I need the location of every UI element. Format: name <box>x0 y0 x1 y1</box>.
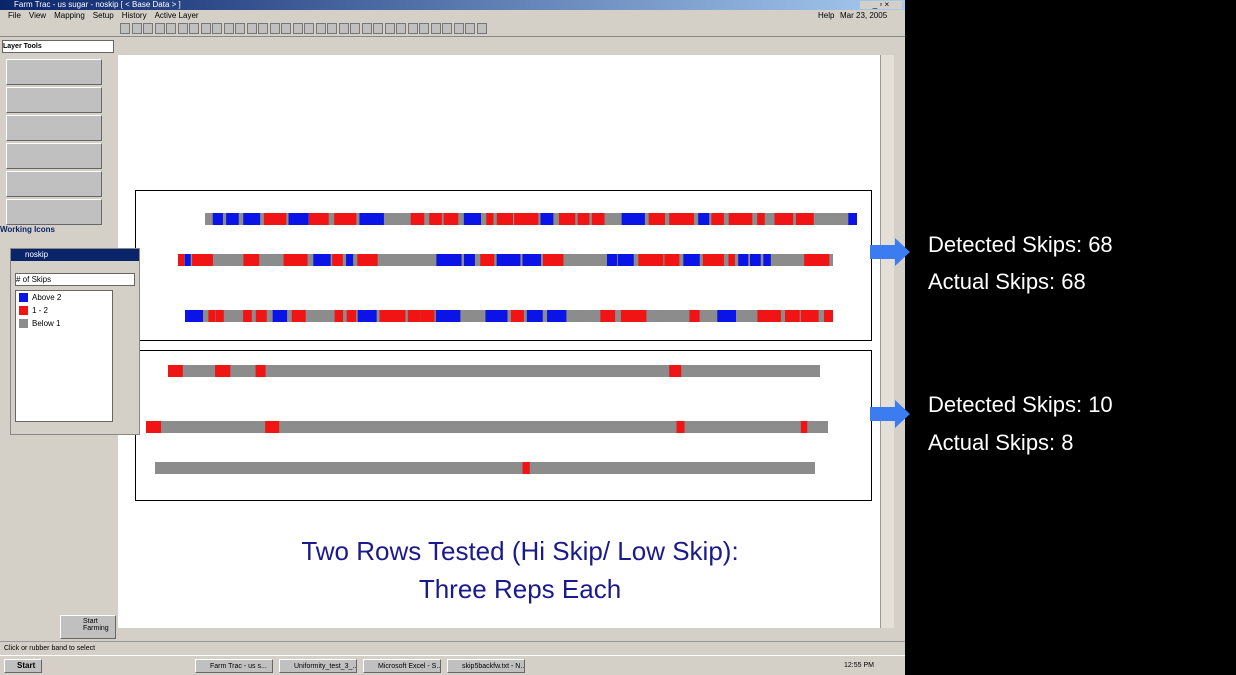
actual-skips: Actual Skips: 68 <box>928 269 1086 295</box>
layer-slot[interactable] <box>6 59 102 85</box>
tool-button[interactable] <box>189 23 199 34</box>
hi-skip-box <box>135 190 872 341</box>
tool-button[interactable] <box>419 23 429 34</box>
menu-item[interactable]: File <box>8 11 21 20</box>
field-dropdown[interactable]: # of Skips <box>15 273 135 286</box>
legend-swatch <box>19 293 28 302</box>
tool-button[interactable] <box>132 23 142 34</box>
legend-item: Below 1 <box>16 317 112 330</box>
tool-button[interactable] <box>454 23 464 34</box>
screen: Farm Trac - us sugar - noskip [ < Base D… <box>0 0 1236 675</box>
tool-button[interactable] <box>212 23 222 34</box>
menu-item[interactable]: Mapping <box>54 11 85 20</box>
working-icons-label: Working Icons <box>0 225 118 235</box>
layer-tools-label: Layer Tools <box>3 43 42 50</box>
menu-item[interactable]: History <box>122 11 147 20</box>
taskbar: Start 12:55 PM Farm Trac - us s... Unifor… <box>0 655 905 675</box>
tool-button[interactable] <box>350 23 360 34</box>
legend-swatch <box>19 306 28 315</box>
menu-bar: File View Mapping Setup History Active Layer <box>0 10 905 21</box>
tool-button[interactable] <box>465 23 475 34</box>
caption-line: Three Reps Each <box>270 574 770 605</box>
tool-button[interactable] <box>166 23 176 34</box>
caption-line: Two Rows Tested (Hi Skip/ Low Skip): <box>270 536 770 567</box>
tool-button[interactable] <box>408 23 418 34</box>
status-text: Click or rubber band to select <box>4 645 95 652</box>
tool-button[interactable] <box>258 23 268 34</box>
low-skip-box <box>135 350 872 501</box>
tool-button[interactable] <box>120 23 130 34</box>
clock: 12:55 PM <box>844 659 874 673</box>
tool-button[interactable] <box>327 23 337 34</box>
tool-button[interactable] <box>385 23 395 34</box>
layer-slot[interactable] <box>6 199 102 225</box>
menu-item[interactable]: Active Layer <box>155 11 199 20</box>
status-bar: Click or rubber band to select <box>0 641 905 654</box>
tool-button[interactable] <box>362 23 372 34</box>
layer-slot[interactable] <box>6 143 102 169</box>
legend-item: 1 - 2 <box>16 304 112 317</box>
tool-button[interactable] <box>396 23 406 34</box>
tool-button[interactable] <box>316 23 326 34</box>
tool-button[interactable] <box>201 23 211 34</box>
menu-item[interactable]: View <box>29 11 46 20</box>
legend-label: Below 1 <box>32 317 60 330</box>
tool-button[interactable] <box>155 23 165 34</box>
vertical-scrollbar[interactable] <box>880 55 894 628</box>
layer-tools-dropdown[interactable]: Layer Tools <box>2 40 114 53</box>
tool-button[interactable] <box>304 23 314 34</box>
menu-item[interactable]: Setup <box>93 11 114 20</box>
detected-skips: Detected Skips: 10 <box>928 392 1113 418</box>
task-button[interactable]: Uniformity_test_3_... <box>279 659 357 673</box>
start-farming-button[interactable]: Start Farming <box>60 615 116 639</box>
task-button[interactable]: Farm Trac - us s... <box>195 659 273 673</box>
layer-slot[interactable] <box>6 87 102 113</box>
window-title: Farm Trac - us sugar - noskip [ < Base D… <box>14 0 181 9</box>
tool-button[interactable] <box>339 23 349 34</box>
tool-button[interactable] <box>235 23 245 34</box>
task-button[interactable]: skip5backfw.txt - N... <box>447 659 525 673</box>
tool-button[interactable] <box>143 23 153 34</box>
legend-label: Above 2 <box>32 291 61 304</box>
tool-button[interactable] <box>442 23 452 34</box>
task-button[interactable]: Microsoft Excel - S... <box>363 659 441 673</box>
tool-button[interactable] <box>247 23 257 34</box>
tool-button[interactable] <box>281 23 291 34</box>
detected-skips: Detected Skips: 68 <box>928 232 1113 258</box>
toolbar <box>0 22 905 37</box>
help-menu[interactable]: Help <box>818 10 834 21</box>
legend-label: 1 - 2 <box>32 304 48 317</box>
window-controls[interactable]: _ ▫ × <box>860 1 902 9</box>
tool-button[interactable] <box>477 23 487 34</box>
actual-skips: Actual Skips: 8 <box>928 430 1074 456</box>
start-button[interactable]: Start <box>4 659 42 673</box>
date: Mar 23, 2005 <box>840 10 887 21</box>
tool-button[interactable] <box>293 23 303 34</box>
legend-swatch <box>19 319 28 328</box>
tool-button[interactable] <box>431 23 441 34</box>
legend-item: Above 2 <box>16 291 112 304</box>
tool-button[interactable] <box>224 23 234 34</box>
layer-slot[interactable] <box>6 115 102 141</box>
tool-button[interactable] <box>373 23 383 34</box>
title-bar: Farm Trac - us sugar - noskip [ < Base D… <box>0 0 905 10</box>
tool-button[interactable] <box>178 23 188 34</box>
tool-button[interactable] <box>270 23 280 34</box>
legend-title: noskip <box>11 249 139 261</box>
layer-slot[interactable] <box>6 171 102 197</box>
